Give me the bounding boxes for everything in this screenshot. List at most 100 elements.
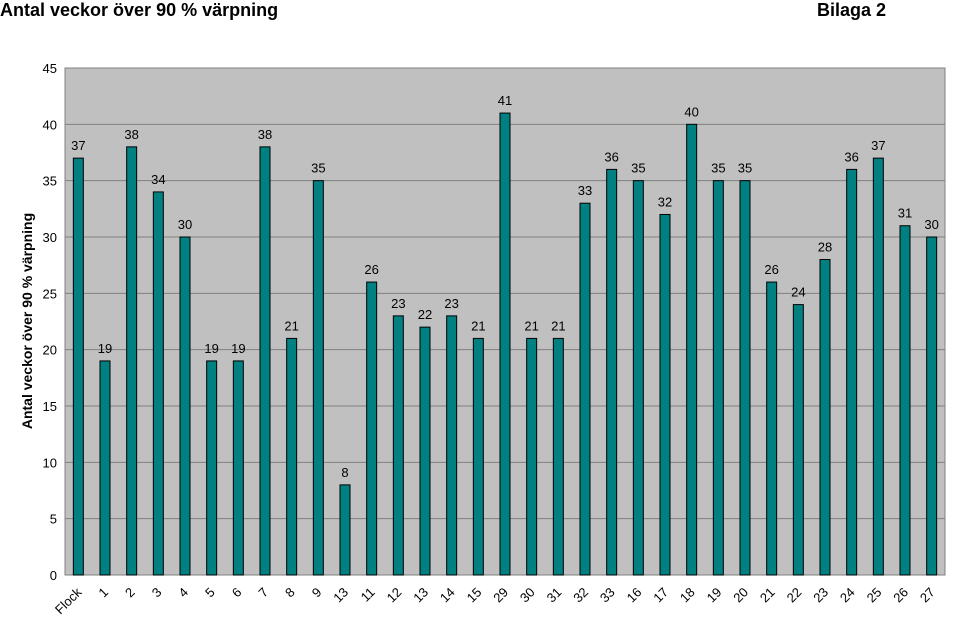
x-tick-label: 6 (229, 585, 245, 601)
bar (579, 202, 591, 576)
bar (286, 337, 298, 576)
data-label: 31 (898, 206, 912, 221)
x-tick-label: 20 (730, 585, 751, 606)
bar (152, 191, 164, 576)
y-tick-label: 35 (43, 174, 57, 189)
data-label: 28 (818, 240, 832, 255)
y-tick-label: 25 (43, 286, 57, 301)
x-tick-label: 4 (175, 585, 191, 601)
bar (206, 360, 218, 576)
data-label: 8 (341, 465, 348, 480)
x-tick-label: 2 (122, 585, 138, 601)
y-tick-label: 0 (50, 568, 57, 583)
x-tick-label: 33 (597, 585, 618, 606)
x-tick-label: 8 (282, 585, 298, 601)
data-label: 21 (471, 318, 485, 333)
x-tick-label: 21 (757, 585, 778, 606)
bar (392, 315, 404, 576)
x-tick-label: 16 (624, 585, 645, 606)
bar (659, 213, 671, 576)
data-label: 19 (231, 341, 245, 356)
data-label: 36 (844, 149, 858, 164)
data-label: 24 (791, 285, 805, 300)
x-tick-label: 22 (784, 585, 805, 606)
bar (259, 146, 271, 576)
data-label: 19 (98, 341, 112, 356)
x-tick-label: 31 (544, 585, 565, 606)
x-tick-label: 29 (490, 585, 511, 606)
bar (552, 337, 564, 576)
x-tick-label: 24 (837, 585, 858, 606)
data-label: 30 (178, 217, 192, 232)
data-label: 19 (204, 341, 218, 356)
bar (872, 157, 884, 576)
data-label: 36 (604, 149, 618, 164)
y-axis-label: Antal veckor över 90 % värpning (19, 213, 35, 429)
y-tick-label: 45 (43, 61, 57, 76)
bar (419, 326, 431, 576)
x-tick-label: 27 (917, 585, 938, 606)
data-label: 23 (444, 296, 458, 311)
chart-subtitle: Bilaga 2 (817, 0, 886, 20)
data-label: 34 (151, 172, 165, 187)
data-label: 30 (924, 217, 938, 232)
bar (499, 112, 511, 576)
bar (739, 180, 751, 576)
data-label: 26 (764, 262, 778, 277)
data-label: 32 (658, 194, 672, 209)
x-tick-label: 18 (677, 585, 698, 606)
data-label: 35 (631, 161, 645, 176)
bar (712, 180, 724, 576)
bar (312, 180, 324, 576)
data-label: 35 (738, 161, 752, 176)
x-tick-label: 13 (330, 585, 351, 606)
data-label: 21 (524, 318, 538, 333)
x-tick-label: 9 (309, 585, 325, 601)
x-tick-label: 14 (437, 585, 458, 606)
x-tick-label: 13 (410, 585, 431, 606)
bar (686, 123, 698, 576)
bar (339, 484, 351, 576)
bar (179, 236, 191, 576)
x-tick-label: 32 (570, 585, 591, 606)
bar (99, 360, 111, 576)
bar (526, 337, 538, 576)
x-tick-label: 1 (95, 585, 111, 601)
x-tick-label: 3 (149, 585, 165, 601)
data-label: 33 (578, 183, 592, 198)
data-label: 38 (258, 127, 272, 142)
x-tick-label: 7 (255, 585, 271, 601)
data-label: 37 (871, 138, 885, 153)
bar (846, 168, 858, 576)
data-label: 41 (498, 93, 512, 108)
x-tick-label: 25 (864, 585, 885, 606)
x-tick-label: 11 (358, 585, 378, 605)
y-tick-label: 40 (43, 117, 57, 132)
y-tick-label: 20 (43, 343, 57, 358)
data-label: 35 (311, 161, 325, 176)
x-tick-label: 5 (202, 585, 218, 601)
data-label: 38 (124, 127, 138, 142)
chart-title: Antal veckor över 90 % värpning (0, 0, 278, 20)
x-tick-label: 26 (890, 585, 911, 606)
bar (899, 225, 911, 576)
x-tick-label: 19 (704, 585, 725, 606)
bar (72, 157, 84, 576)
bar (926, 236, 938, 576)
data-label: 40 (684, 104, 698, 119)
data-label: 22 (418, 307, 432, 322)
bar (472, 337, 484, 576)
data-label: 37 (71, 138, 85, 153)
data-label: 23 (391, 296, 405, 311)
x-tick-label: 17 (650, 585, 671, 606)
bar (819, 259, 831, 576)
data-label: 21 (551, 318, 565, 333)
y-tick-label: 15 (43, 399, 57, 414)
x-tick-label: 12 (384, 585, 405, 606)
data-label: 26 (364, 262, 378, 277)
bar (766, 281, 778, 576)
bar (446, 315, 458, 576)
x-tick-label: 23 (810, 585, 831, 606)
data-label: 21 (284, 318, 298, 333)
